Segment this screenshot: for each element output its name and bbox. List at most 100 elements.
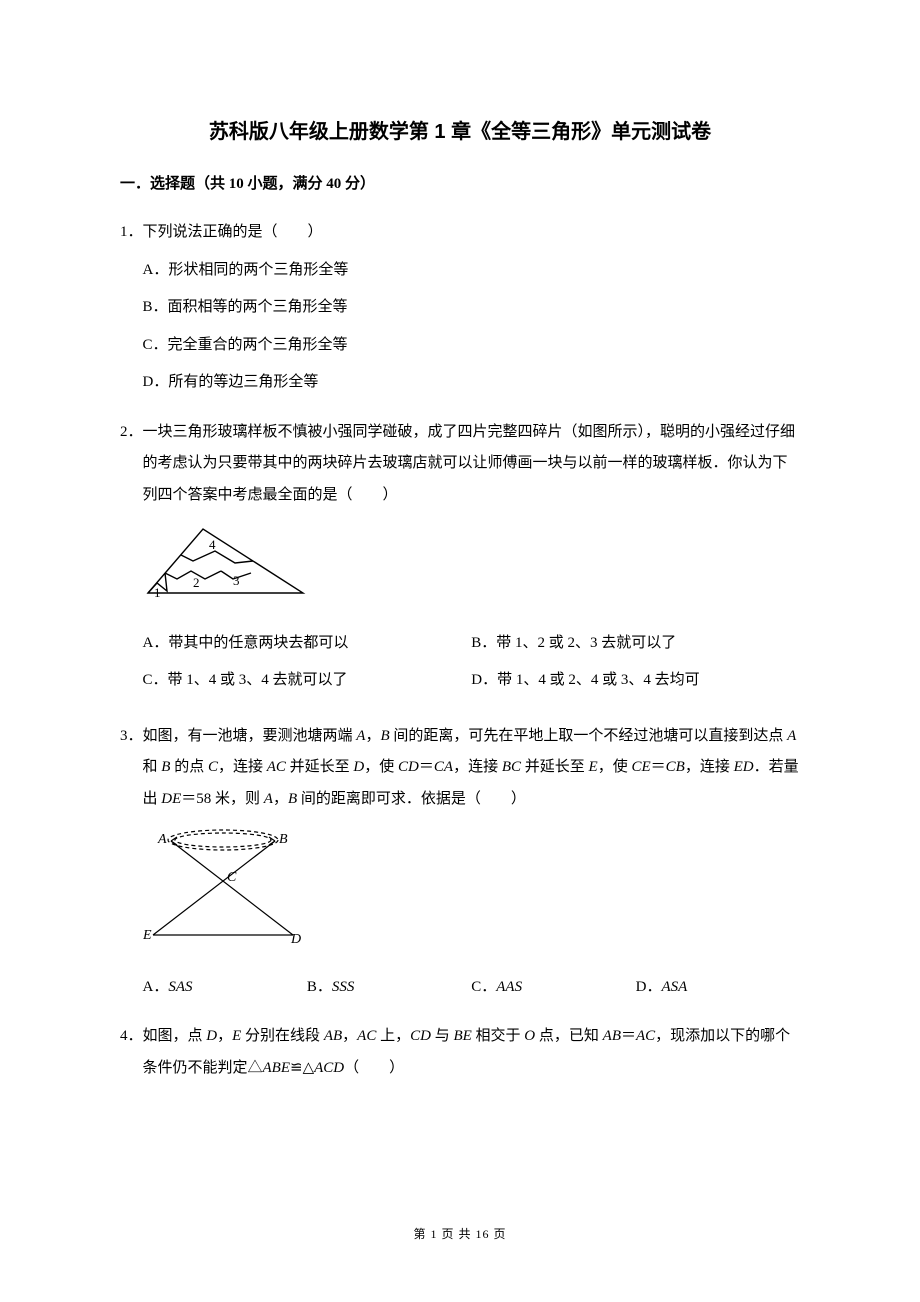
q3d-val: ASA — [661, 979, 687, 995]
pond-diagram: A B C D E — [143, 825, 313, 945]
q3d-pre: D． — [636, 979, 662, 995]
q1-opt-b: B．面积相等的两个三角形全等 — [143, 292, 801, 324]
q3-t1: 3．如图，有一池塘，要测池塘两端 — [120, 728, 356, 744]
q3-t16: CD — [398, 759, 419, 775]
q3-t3: ， — [365, 728, 380, 744]
q3-t34: B — [288, 791, 297, 807]
q4-t14: O — [524, 1028, 535, 1044]
q3-t14: D — [353, 759, 364, 775]
q3-t6: A — [787, 728, 796, 744]
q2-options: A．带其中的任意两块去都可以 B．带 1、2 或 2、3 去就可以了 C．带 1… — [120, 628, 800, 703]
broken-glass-diagram: 1 2 3 4 — [143, 521, 313, 601]
fig3-D: D — [290, 932, 301, 945]
q4-t8: AC — [357, 1028, 376, 1044]
q2-opt-d: D．带 1、4 或 2、4 或 3、4 去均可 — [471, 665, 800, 697]
q3-opt-a: A．SAS — [143, 972, 307, 1004]
question-1: 1．下列说法正确的是（ ） A．形状相同的两个三角形全等 B．面积相等的两个三角… — [120, 217, 800, 399]
q1-opt-c: C．完全重合的两个三角形全等 — [143, 330, 801, 362]
q2-stem: 2．一块三角形玻璃样板不慎被小强同学碰破，成了四片完整四碎片（如图所示），聪明的… — [120, 417, 800, 512]
q3b-val: SSS — [332, 979, 355, 995]
q2-figure: 1 2 3 4 — [120, 521, 800, 614]
q4-t15: 点，已知 — [535, 1028, 603, 1044]
q3-t22: E — [589, 759, 598, 775]
q4-t12: BE — [453, 1028, 471, 1044]
q4-t9: 上， — [376, 1028, 410, 1044]
q4-t16: AB — [603, 1028, 621, 1044]
fig-label-2: 2 — [193, 575, 200, 590]
q4-t10: CD — [410, 1028, 431, 1044]
q3-opt-b: B．SSS — [307, 972, 471, 1004]
q3-t30: DE — [161, 791, 181, 807]
q3-opt-d: D．ASA — [636, 972, 800, 1004]
q3-t24: CE — [631, 759, 650, 775]
page-content: 苏科版八年级上册数学第 1 章《全等三角形》单元测试卷 一．选择题（共 10 小… — [0, 0, 920, 1084]
q3-t18: CA — [434, 759, 453, 775]
q3-t17: ＝ — [419, 759, 434, 775]
q3-t19: ，连接 — [453, 759, 502, 775]
q3-t25: ＝ — [651, 759, 666, 775]
q4-t6: AB — [324, 1028, 342, 1044]
q4-t22: ACD — [314, 1060, 344, 1076]
question-3: 3．如图，有一池塘，要测池塘两端 A，B 间的距离，可先在平地上取一个不经过池塘… — [120, 721, 800, 1004]
q4-t5: 分别在线段 — [241, 1028, 324, 1044]
q3-t28: ED — [734, 759, 754, 775]
fig3-C: C — [227, 870, 237, 885]
q3c-pre: C． — [471, 979, 496, 995]
q3c-val: AAS — [496, 979, 522, 995]
q4-t11: 与 — [431, 1028, 454, 1044]
q4-t17: ＝ — [621, 1028, 636, 1044]
fig3-B: B — [279, 832, 288, 847]
q3-t15: ，使 — [364, 759, 398, 775]
q3-t11: ，连接 — [218, 759, 267, 775]
q4-t7: ， — [342, 1028, 357, 1044]
q4-t4: E — [232, 1028, 241, 1044]
fig3-A: A — [157, 832, 167, 847]
q1-stem: 1．下列说法正确的是（ ） — [120, 217, 800, 249]
q3a-val: SAS — [168, 979, 192, 995]
q3-t13: 并延长至 — [286, 759, 354, 775]
q4-t23: （ ） — [344, 1060, 404, 1076]
fig-label-3: 3 — [233, 573, 240, 588]
q3-t33: ， — [273, 791, 288, 807]
q3-t10: C — [208, 759, 218, 775]
q1-options: A．形状相同的两个三角形全等 B．面积相等的两个三角形全等 C．完全重合的两个三… — [120, 255, 800, 399]
q3-t9: 的点 — [170, 759, 208, 775]
q4-stem: 4．如图，点 D，E 分别在线段 AB，AC 上，CD 与 BE 相交于 O 点… — [120, 1021, 800, 1084]
page-footer: 第 1 页 共 16 页 — [0, 1225, 920, 1242]
q4-t20: ABE — [263, 1060, 291, 1076]
section-header: 一．选择题（共 10 小题，满分 40 分） — [120, 172, 800, 193]
q3a-pre: A． — [143, 979, 169, 995]
q1-opt-a: A．形状相同的两个三角形全等 — [143, 255, 801, 287]
q3-t35: 间的距离即可求．依据是（ ） — [297, 791, 526, 807]
q4-t3: ， — [217, 1028, 232, 1044]
q3-figure: A B C D E — [120, 825, 800, 958]
q3-stem: 3．如图，有一池塘，要测池塘两端 A，B 间的距离，可先在平地上取一个不经过池塘… — [120, 721, 800, 816]
q3-t27: ，连接 — [685, 759, 734, 775]
q3-t26: CB — [666, 759, 685, 775]
q2-opt-b: B．带 1、2 或 2、3 去就可以了 — [471, 628, 800, 660]
q4-t1: 4．如图，点 — [120, 1028, 206, 1044]
q3-t4: B — [380, 728, 389, 744]
q3-opt-c: C．AAS — [471, 972, 635, 1004]
q3-t23: ，使 — [598, 759, 632, 775]
q4-t18: AC — [636, 1028, 655, 1044]
fig-label-1: 1 — [154, 585, 161, 600]
exam-title: 苏科版八年级上册数学第 1 章《全等三角形》单元测试卷 — [120, 115, 800, 144]
fig3-E: E — [143, 928, 152, 943]
q3-options: A．SAS B．SSS C．AAS D．ASA — [120, 972, 800, 1004]
fig-label-4: 4 — [209, 537, 216, 552]
q3-t5: 间的距离，可先在平地上取一个不经过池塘可以直接到达点 — [390, 728, 788, 744]
q4-t21: ≌△ — [290, 1060, 314, 1076]
q3-t31: ＝58 米，则 — [181, 791, 264, 807]
q3-t7: 和 — [143, 759, 162, 775]
q1-opt-d: D．所有的等边三角形全等 — [143, 367, 801, 399]
q3-t21: 并延长至 — [521, 759, 589, 775]
q3-t20: BC — [502, 759, 521, 775]
q4-t2: D — [206, 1028, 217, 1044]
q3b-pre: B． — [307, 979, 332, 995]
q2-opt-a: A．带其中的任意两块去都可以 — [143, 628, 472, 660]
q3-t12: AC — [267, 759, 286, 775]
q3-t32: A — [264, 791, 273, 807]
question-2: 2．一块三角形玻璃样板不慎被小强同学碰破，成了四片完整四碎片（如图所示），聪明的… — [120, 417, 800, 703]
q2-opt-c: C．带 1、4 或 3、4 去就可以了 — [143, 665, 472, 697]
